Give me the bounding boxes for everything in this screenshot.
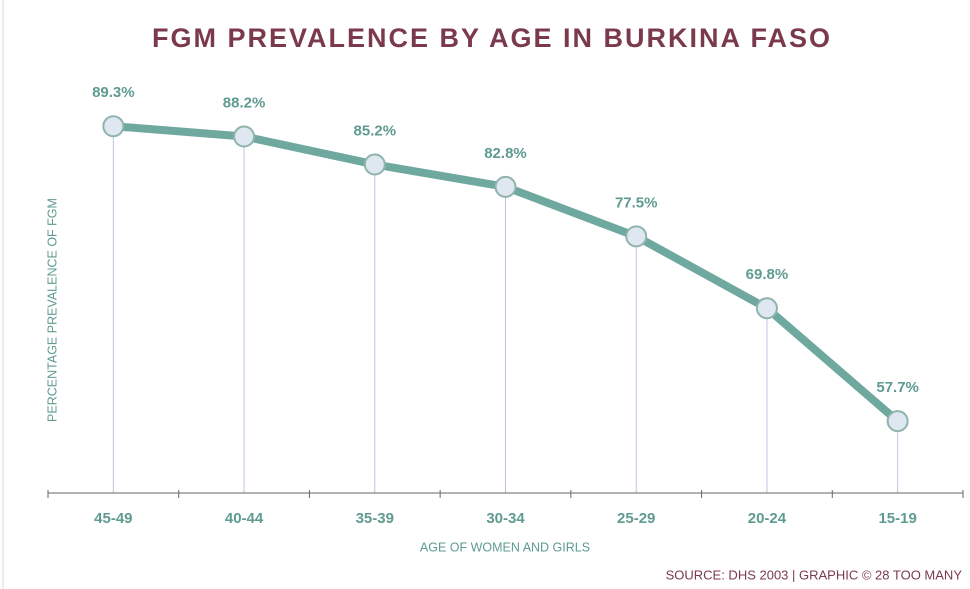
source-note: SOURCE: DHS 2003 | GRAPHIC © 28 TOO MANY <box>666 567 963 582</box>
marker <box>233 125 256 148</box>
marker <box>363 153 386 176</box>
value-label: 88.2% <box>223 94 266 111</box>
value-label: 82.8% <box>484 145 527 162</box>
marker <box>625 225 648 248</box>
value-label: 69.8% <box>746 266 789 283</box>
value-label: 57.7% <box>876 379 919 396</box>
x-tick-label: 15-19 <box>878 510 916 527</box>
marker <box>102 115 125 138</box>
x-tick-label: 30-34 <box>486 510 525 527</box>
x-tick-label: 35-39 <box>356 510 394 527</box>
x-axis-label: AGE OF WOMEN AND GIRLS <box>420 540 590 554</box>
value-label: 77.5% <box>615 194 658 211</box>
marker <box>755 297 778 320</box>
x-tick-label: 40-44 <box>225 510 264 527</box>
x-tick-label: 45-49 <box>94 510 132 527</box>
marker <box>886 410 909 433</box>
value-label: 89.3% <box>92 84 135 101</box>
chart-title: FGM PREVALENCE BY AGE IN BURKINA FASO <box>152 23 832 53</box>
marker <box>494 175 517 198</box>
x-tick-label: 25-29 <box>617 510 655 527</box>
x-tick-label: 20-24 <box>748 510 787 527</box>
value-label: 85.2% <box>354 122 397 139</box>
y-axis-label: PERCENTAGE PREVALENCE OF FGM <box>45 198 59 422</box>
